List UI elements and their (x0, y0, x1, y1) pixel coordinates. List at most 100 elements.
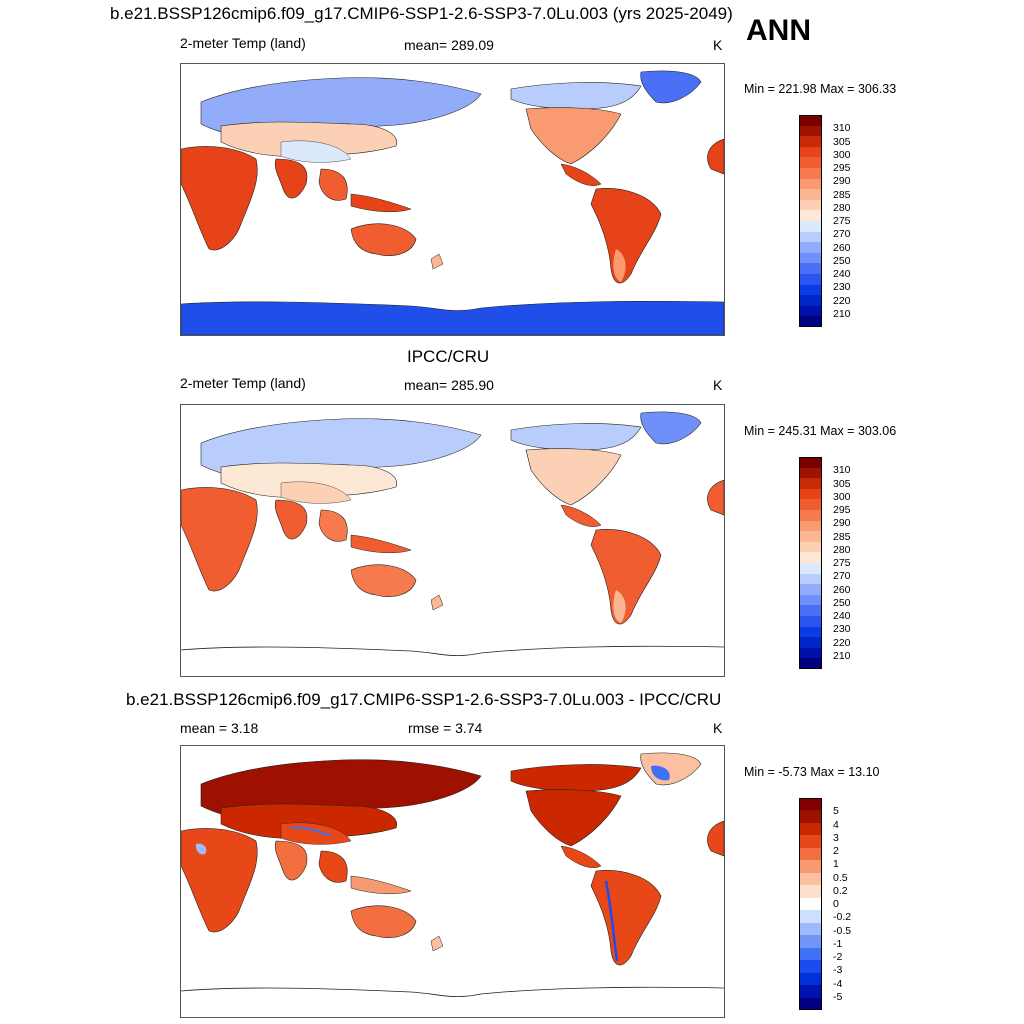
panel2-minmax: Min = 245.31 Max = 303.06 (744, 424, 897, 438)
panel2-mean: mean= 285.90 (404, 377, 494, 393)
colorbar-box (799, 531, 822, 542)
colorbar-label: 2 (833, 845, 839, 857)
panel2-units: K (713, 377, 723, 393)
colorbar-box (799, 242, 822, 253)
colorbar-label: 0 (833, 898, 839, 910)
colorbar-label: 300 (833, 148, 851, 161)
season-label: ANN (746, 14, 811, 47)
colorbar-label: 285 (833, 530, 851, 543)
colorbar-label: -5 (833, 990, 843, 1003)
panel3-title: b.e21.BSSP126cmip6.f09_g17.CMIP6-SSP1-2.… (126, 690, 722, 709)
colorbar-label: 230 (833, 281, 851, 294)
panel3-map (180, 745, 725, 1018)
colorbar-box (799, 168, 822, 179)
colorbar-box (799, 510, 822, 521)
panel3-map-svg (181, 752, 724, 997)
panel2-variable: 2-meter Temp (land) (180, 375, 306, 391)
colorbar-box (799, 997, 822, 1010)
colorbar-box (799, 552, 822, 563)
colorbar-box (799, 847, 822, 861)
panel3-colorbar: 5 4 3 2 1 0.5 0.2 0 -0.2 -0.5 -1 -2 -3 -4 -5 (799, 798, 851, 1010)
colorbar-box (799, 637, 822, 648)
colorbar-box (799, 157, 822, 168)
colorbar-box (799, 263, 822, 274)
colorbar-label: 300 (833, 490, 851, 503)
colorbar-box (799, 221, 822, 232)
colorbar-box (799, 860, 822, 873)
colorbar-box (799, 647, 822, 659)
panel3-mean: mean = 3.18 (180, 720, 259, 736)
colorbar-box (799, 189, 822, 200)
panel2-map (180, 404, 725, 677)
colorbar-box (799, 835, 822, 848)
colorbar-box (799, 210, 822, 221)
colorbar-label: 210 (833, 649, 851, 662)
colorbar-box (799, 605, 822, 616)
panel2-map-svg (181, 411, 724, 656)
panel1-map (180, 63, 725, 336)
colorbar-box (799, 478, 822, 489)
colorbar-box (799, 563, 822, 574)
colorbar-label: 210 (833, 307, 851, 320)
figure-title: b.e21.BSSP126cmip6.f09_g17.CMIP6-SSP1-2.… (110, 4, 733, 23)
colorbar-box (799, 316, 822, 327)
panel1-mean: mean= 289.09 (404, 37, 494, 53)
colorbar-label: -2 (833, 951, 843, 963)
colorbar-box (799, 136, 822, 147)
panel1-variable: 2-meter Temp (land) (180, 35, 306, 51)
colorbar-box (799, 626, 822, 638)
colorbar-box (799, 972, 822, 986)
colorbar-box (799, 935, 822, 948)
colorbar-box (799, 910, 822, 923)
colorbar-box (799, 146, 822, 158)
colorbar-label: 3 (833, 831, 839, 844)
colorbar-box (799, 594, 822, 606)
colorbar-label: 290 (833, 517, 851, 530)
colorbar-label: -0.5 (833, 924, 852, 937)
colorbar-label: 4 (833, 818, 839, 831)
colorbar-label: 275 (833, 557, 851, 569)
colorbar-box (799, 822, 822, 836)
colorbar-box (799, 295, 822, 306)
panel1-colorbar: 310 305 300 295 290 285 280 275 270 260 250 240 230 2… (799, 115, 851, 327)
colorbar-box (799, 125, 822, 137)
colorbar-box (799, 810, 822, 823)
colorbar-box (799, 199, 822, 211)
colorbar-label: 285 (833, 188, 851, 201)
panel2-colorbar: 310 305 300 295 290 285 280 275 270 260 250 240 230 2… (799, 457, 851, 669)
colorbar-label: 305 (833, 477, 851, 490)
colorbar-label: 270 (833, 228, 851, 241)
colorbar-label: 290 (833, 175, 851, 188)
panel3-rmse: rmse = 3.74 (408, 720, 483, 736)
colorbar-box (799, 922, 822, 936)
colorbar-box (799, 872, 822, 886)
colorbar-label: -4 (833, 977, 843, 990)
colorbar-label: 240 (833, 268, 851, 280)
colorbar-label: 270 (833, 570, 851, 583)
colorbar-label: 250 (833, 596, 851, 609)
colorbar-label: 0.2 (833, 884, 848, 897)
colorbar-box (799, 897, 822, 911)
colorbar-box (799, 616, 822, 627)
colorbar-box (799, 457, 822, 468)
panel2-title: IPCC/CRU (407, 347, 490, 366)
colorbar-label: 310 (833, 122, 851, 135)
colorbar-box (799, 274, 822, 285)
colorbar-box (799, 499, 822, 510)
colorbar-box (799, 960, 822, 973)
colorbar-label: -1 (833, 937, 843, 950)
colorbar-label: 275 (833, 215, 851, 227)
colorbar-label: 5 (833, 805, 839, 818)
colorbar-box (799, 467, 822, 479)
panel1-units: K (713, 37, 723, 53)
colorbar-label: 280 (833, 201, 851, 214)
colorbar-box (799, 584, 822, 595)
colorbar-box (799, 115, 822, 126)
colorbar-box (799, 798, 822, 811)
colorbar-box (799, 947, 822, 961)
colorbar-label: 260 (833, 241, 851, 254)
colorbar-label: 305 (833, 135, 851, 148)
colorbar-label: 220 (833, 294, 851, 307)
colorbar-box (799, 520, 822, 532)
colorbar-box (799, 284, 822, 296)
